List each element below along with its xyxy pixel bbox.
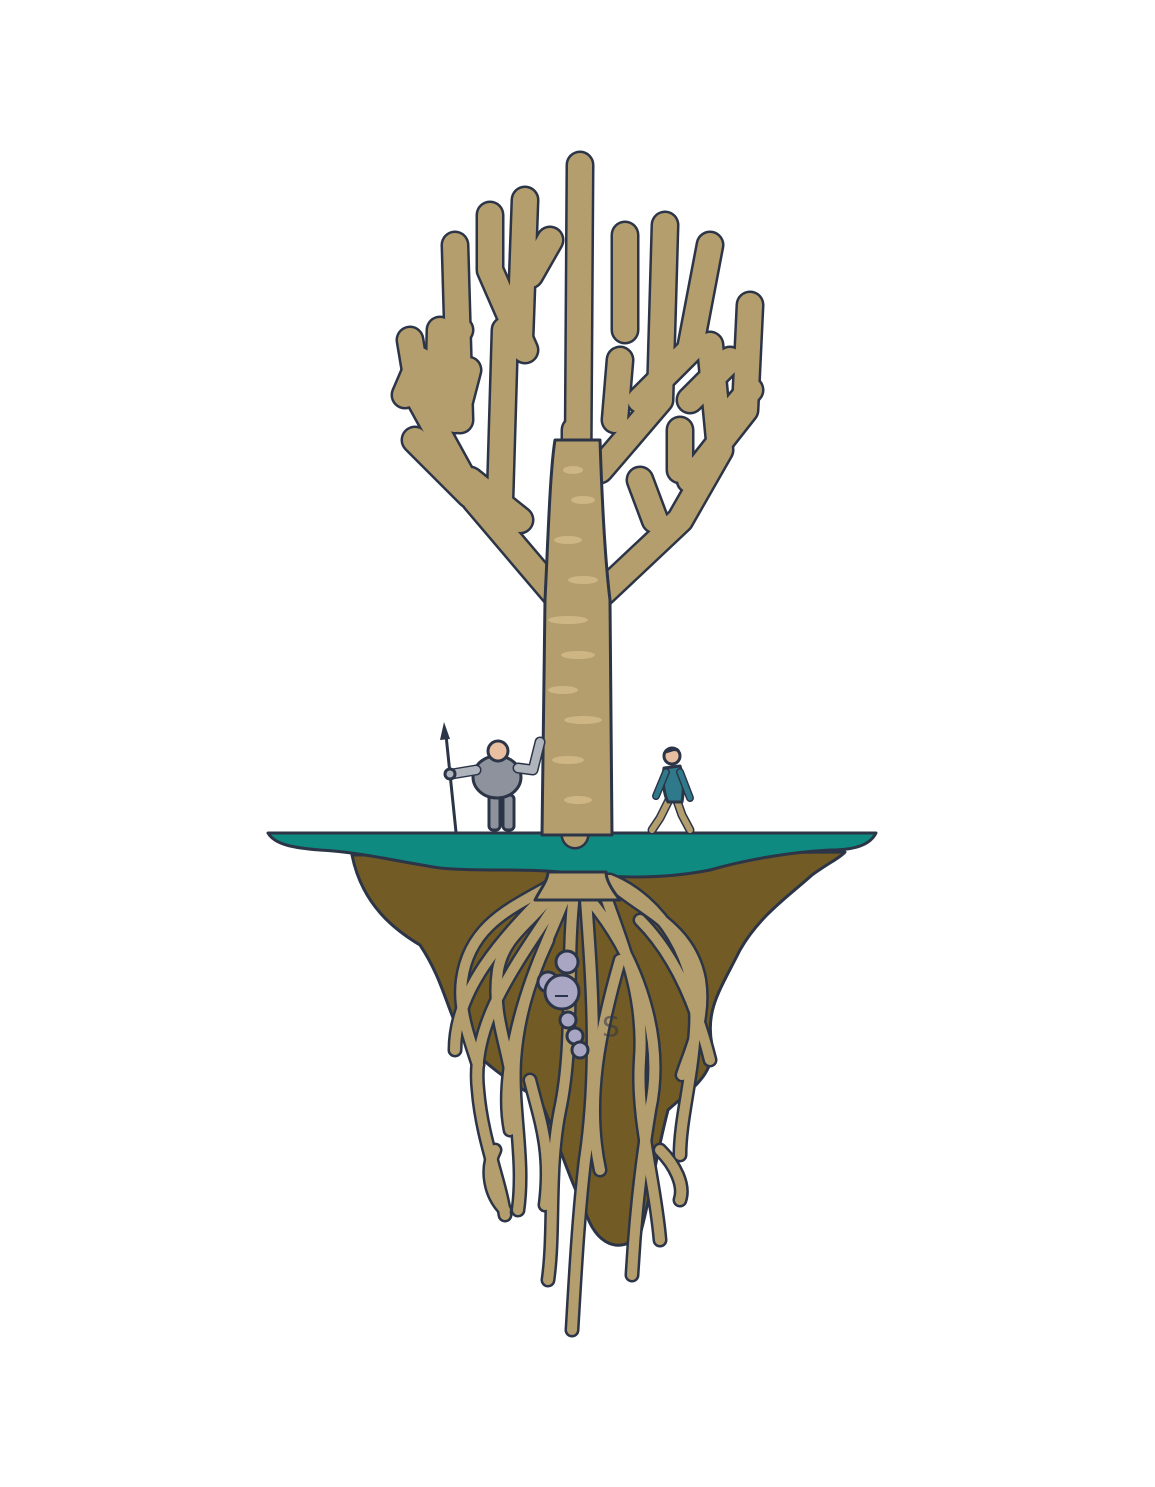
buried-head-icon [543, 973, 581, 1011]
bark-highlight [571, 496, 595, 504]
root-strand [525, 1075, 553, 1210]
bark-highlight [563, 466, 583, 474]
root-strand [567, 880, 598, 1335]
knight-head [486, 739, 510, 763]
root-letter: S [602, 1010, 620, 1043]
branch [628, 468, 667, 532]
root-strand [502, 935, 553, 1135]
root-strand [635, 915, 715, 1065]
bare-tree-icon [390, 150, 765, 902]
branch [603, 348, 632, 432]
knight-leg [501, 793, 516, 832]
knight-arm [514, 738, 544, 774]
knight-leg [487, 793, 502, 832]
branch [426, 318, 452, 422]
buried-figure-in-roots-icon [536, 949, 590, 1060]
branch [488, 318, 517, 512]
bark-highlight [568, 576, 598, 584]
buried-body-segment [570, 1040, 590, 1060]
root-strand [491, 875, 565, 1075]
root-strand [450, 880, 560, 1055]
spear-tip-icon [440, 722, 450, 740]
branch [393, 348, 432, 407]
branch [518, 228, 562, 287]
branch [588, 213, 677, 482]
branch [566, 153, 592, 482]
bark-highlight [564, 796, 592, 804]
armored-knight-with-spear-icon [440, 722, 546, 833]
walker-arm [677, 769, 693, 801]
bark-highlight [552, 756, 584, 764]
walker-leg [649, 795, 673, 833]
branch [443, 358, 480, 432]
bark-highlight [564, 716, 602, 724]
walker-arm [653, 769, 669, 799]
branch [678, 348, 742, 412]
root-strand [456, 875, 565, 1070]
trunk-base [533, 870, 622, 902]
buried-ear-icon [554, 949, 580, 975]
root-strand [585, 895, 660, 1280]
branch [628, 233, 722, 412]
bark-highlight [561, 651, 595, 659]
root-strand [472, 885, 570, 1220]
spear-shaft [444, 734, 458, 833]
root-strand [484, 1145, 510, 1215]
bark-highlight [548, 616, 588, 624]
buried-body-segment [558, 1010, 578, 1030]
root-strand [588, 955, 625, 1175]
walker-leg [673, 795, 693, 833]
knight-hand [443, 767, 457, 781]
walker-hair [664, 746, 680, 754]
walking-man-icon [647, 746, 695, 835]
bark-highlight [548, 686, 578, 694]
root-strand [655, 1145, 687, 1205]
bark-highlight [554, 536, 582, 544]
branch [458, 468, 532, 532]
branch [708, 378, 762, 437]
